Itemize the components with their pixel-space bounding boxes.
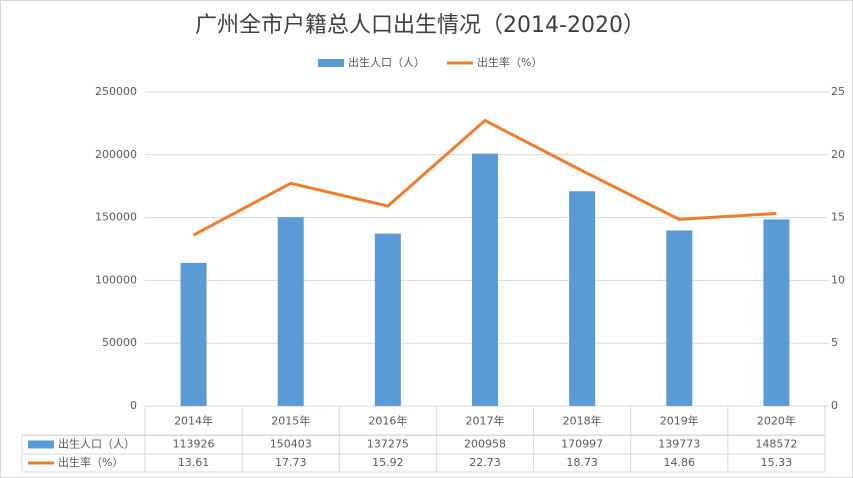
table-value: 113926 [173,438,215,451]
table-row-label: 出生率（%） [58,455,123,469]
table-value: 200958 [464,438,506,451]
x-tick-label: 2014年 [174,414,213,428]
table-value: 150403 [270,438,312,451]
x-tick-label: 2018年 [563,414,602,428]
x-tick-label: 2017年 [466,414,505,428]
bar [277,217,304,406]
legend-label: 出生人口（人） [348,55,425,69]
y2-tick-label: 20 [831,148,845,161]
table-value: 13.61 [178,456,210,469]
y-tick-label: 0 [130,399,137,412]
bar [569,191,596,406]
y-tick-label: 200000 [95,148,137,161]
line [192,119,777,237]
x-tick-label: 2020年 [757,414,796,428]
table-value: 14.86 [664,456,696,469]
y-tick-label: 100000 [95,273,137,286]
table-value: 22.73 [469,456,501,469]
table-value: 15.33 [761,456,793,469]
y2-tick-label: 15 [831,211,845,224]
table-value: 15.92 [372,456,404,469]
table-key [28,440,54,449]
bar [763,219,790,406]
table-value: 137275 [367,438,409,451]
x-tick-label: 2016年 [368,414,407,428]
bar [180,262,207,406]
table-value: 18.73 [566,456,598,469]
table-value: 170997 [561,438,603,451]
x-tick-label: 2015年 [271,414,310,428]
table-value: 17.73 [275,456,307,469]
x-tick-label: 2019年 [660,414,699,428]
y2-tick-label: 0 [831,399,838,412]
y-tick-label: 250000 [95,85,137,98]
y-tick-label: 150000 [95,211,137,224]
table-value: 148572 [755,438,797,451]
y2-tick-label: 10 [831,273,845,286]
y-tick-label: 50000 [102,336,137,349]
y2-tick-label: 5 [831,336,838,349]
table-value: 139773 [658,438,700,451]
bar [374,233,401,406]
y2-tick-label: 25 [831,85,845,98]
bar [666,230,693,406]
table-row-label: 出生人口（人） [58,437,135,451]
legend-label: 出生率（%） [477,55,542,69]
chart-title: 广州全市户籍总人口出生情况（2014-2020） [195,13,645,38]
legend-key [318,59,344,67]
bar [472,153,498,406]
